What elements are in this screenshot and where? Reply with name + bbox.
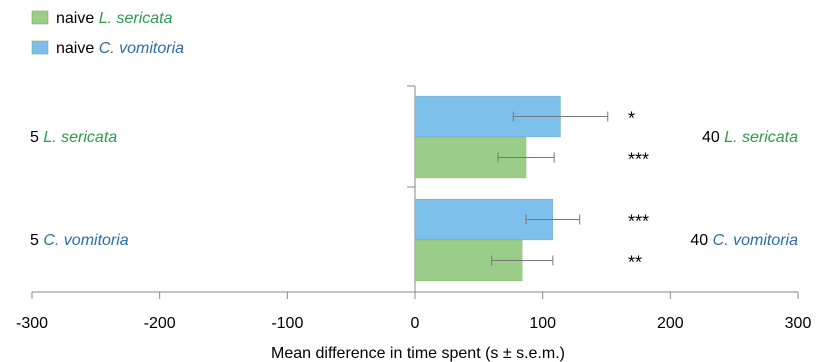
group-labels: 5 L. sericata 40 L. sericata 5 C. vomitori… — [30, 129, 798, 249]
legend-swatch — [31, 10, 49, 25]
group-right-label: 40 L. sericata — [702, 129, 798, 146]
x-axis: -300 -200 -100 0 100 200 300 — [16, 85, 812, 332]
legend-label: naive C. vomitoria — [56, 40, 184, 57]
significance-label: *** — [628, 150, 649, 170]
significance-label: *** — [628, 212, 649, 232]
legend: naive L. sericata naive C. vomitoria — [31, 10, 184, 57]
x-axis-label: Mean difference in time spent (s ± s.e.m… — [271, 345, 565, 362]
group-left-label: 5 C. vomitoria — [30, 232, 129, 249]
x-tick-label: 100 — [529, 315, 556, 332]
significance-label: * — [628, 109, 635, 129]
x-tick-label: -300 — [16, 315, 48, 332]
legend-label: naive L. sericata — [56, 10, 173, 27]
bars: ********* — [414, 95, 649, 282]
x-tick-label: -200 — [144, 315, 176, 332]
legend-swatch — [31, 40, 49, 55]
group-left-label: 5 L. sericata — [30, 129, 117, 146]
x-tick-label: 0 — [411, 315, 420, 332]
x-tick-label: 300 — [785, 315, 812, 332]
group-right-label: 40 C. vomitoria — [690, 232, 798, 249]
significance-label: ** — [628, 253, 642, 273]
x-tick-label: 200 — [657, 315, 684, 332]
x-tick-label: -100 — [271, 315, 303, 332]
